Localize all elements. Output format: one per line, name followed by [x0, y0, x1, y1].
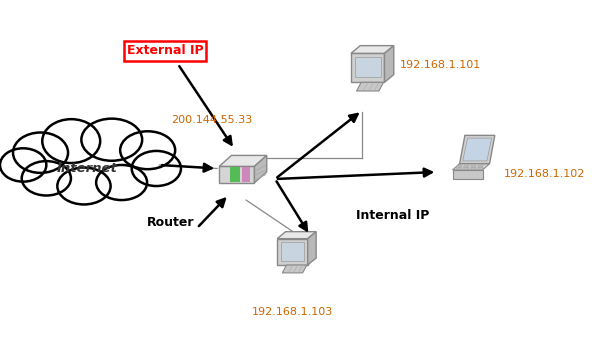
Ellipse shape: [132, 151, 181, 186]
Text: 200.144.55.33: 200.144.55.33: [171, 115, 252, 125]
Polygon shape: [277, 232, 316, 239]
Polygon shape: [254, 155, 267, 183]
Text: 192.168.1.103: 192.168.1.103: [252, 307, 333, 317]
Polygon shape: [477, 165, 484, 167]
Polygon shape: [456, 168, 462, 170]
Polygon shape: [470, 165, 476, 167]
Polygon shape: [460, 135, 495, 164]
Polygon shape: [463, 138, 491, 161]
Polygon shape: [463, 168, 469, 170]
Polygon shape: [230, 167, 241, 183]
Ellipse shape: [120, 131, 175, 169]
Polygon shape: [282, 265, 307, 273]
Polygon shape: [477, 168, 484, 170]
Ellipse shape: [42, 119, 100, 163]
Ellipse shape: [17, 126, 162, 204]
Polygon shape: [385, 46, 394, 82]
Polygon shape: [277, 239, 308, 265]
Polygon shape: [351, 46, 394, 53]
Ellipse shape: [0, 148, 46, 181]
Ellipse shape: [96, 165, 147, 200]
Text: Internal IP: Internal IP: [356, 209, 430, 223]
Ellipse shape: [58, 167, 110, 204]
Text: Internet: Internet: [56, 162, 117, 175]
Ellipse shape: [22, 161, 71, 196]
Polygon shape: [219, 166, 254, 183]
Polygon shape: [452, 164, 490, 170]
Polygon shape: [356, 82, 383, 91]
Text: 192.168.1.102: 192.168.1.102: [504, 169, 585, 179]
Polygon shape: [242, 167, 250, 183]
Ellipse shape: [13, 132, 68, 173]
Text: 192.168.1.101: 192.168.1.101: [400, 60, 481, 70]
Polygon shape: [355, 57, 381, 78]
Polygon shape: [463, 165, 469, 167]
Ellipse shape: [82, 119, 142, 161]
Polygon shape: [470, 168, 476, 170]
Text: Router: Router: [147, 216, 194, 229]
Polygon shape: [351, 53, 385, 82]
Text: External IP: External IP: [127, 44, 203, 58]
Polygon shape: [281, 242, 304, 260]
Polygon shape: [219, 155, 267, 166]
Polygon shape: [308, 232, 316, 265]
Polygon shape: [452, 170, 482, 179]
Polygon shape: [456, 165, 462, 167]
